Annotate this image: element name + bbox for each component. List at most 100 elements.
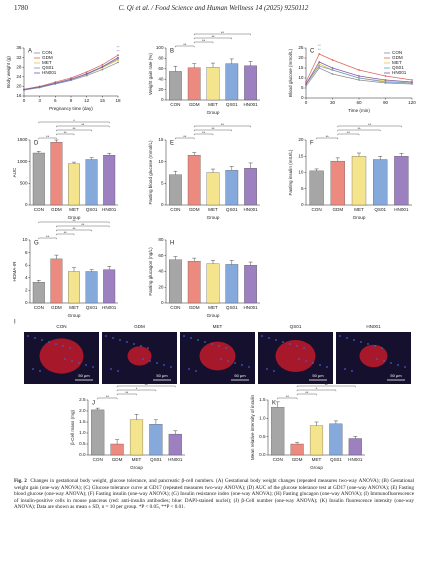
- significance-label: **: [81, 122, 85, 127]
- error-bar: [211, 260, 215, 264]
- legend-label: HN001: [42, 70, 57, 75]
- x-axis-label: Group: [68, 313, 81, 318]
- nucleus: [195, 370, 197, 372]
- nucleus: [346, 337, 348, 339]
- significance-label: **: [221, 122, 225, 127]
- nucleus: [197, 339, 199, 341]
- y-tick-label: 1000: [17, 159, 28, 164]
- nucleus: [298, 358, 300, 360]
- y-tick-label: 0: [161, 97, 164, 102]
- error-bar: [134, 414, 139, 420]
- nucleus: [367, 343, 369, 345]
- nucleus: [225, 347, 227, 349]
- nucleus: [360, 341, 362, 343]
- bar: [32, 152, 45, 206]
- bar: [50, 258, 63, 304]
- error-bar: [89, 269, 94, 272]
- significance-label: **: [145, 382, 149, 387]
- x-tick-label: CON: [34, 207, 44, 212]
- bar: [225, 170, 239, 206]
- point: [101, 63, 104, 66]
- significance-label: **: [46, 234, 50, 239]
- point: [305, 83, 307, 85]
- error-bar: [399, 153, 404, 157]
- bar: [290, 443, 304, 456]
- error-bar: [153, 419, 158, 425]
- nucleus: [326, 366, 328, 368]
- y-axis-label: Blood glucose (mmol/L): [288, 48, 293, 97]
- bar: [244, 265, 257, 304]
- error-bar: [36, 151, 41, 153]
- x-axis-label: Time (min): [348, 108, 370, 113]
- nucleus: [133, 343, 135, 345]
- y-tick-label: 1.5: [259, 397, 266, 402]
- x-tick-label: GDM: [189, 102, 200, 107]
- panel-letter: G: [34, 241, 39, 247]
- significance-bracket: [97, 397, 118, 400]
- significance-bracket: [296, 385, 356, 388]
- panel-letter: H: [170, 241, 174, 247]
- bar: [103, 155, 116, 206]
- nucleus: [376, 358, 378, 360]
- legend-label: MET: [392, 60, 402, 65]
- y-tick-label: 16: [16, 93, 22, 98]
- x-tick-label: GDM: [51, 207, 62, 212]
- x-tick-label: MET: [208, 305, 218, 310]
- islet: [199, 341, 236, 371]
- significance-bracket: [175, 45, 195, 48]
- legend-label: HN001: [392, 70, 407, 75]
- y-tick-label: 6: [25, 262, 28, 267]
- error-bar: [353, 436, 358, 439]
- y-axis-label: Fasting insulin (mIU/L): [288, 149, 293, 195]
- y-tick-label: 20: [298, 55, 304, 60]
- bar: [187, 67, 201, 101]
- scale-bar-label: 50 μm: [312, 373, 324, 378]
- nucleus: [27, 335, 29, 337]
- series-line: [23, 57, 119, 90]
- bar: [50, 142, 63, 206]
- significance-bracket: [296, 389, 337, 392]
- significance-label: **: [368, 122, 372, 127]
- y-tick-label: 40: [158, 269, 164, 274]
- bar: [85, 271, 98, 304]
- nucleus: [170, 366, 172, 368]
- nucleus: [227, 360, 229, 362]
- x-tick-label: HN001: [394, 207, 409, 212]
- y-tick-label: 1.0: [79, 430, 86, 435]
- nucleus: [218, 345, 220, 347]
- nucleus: [149, 360, 151, 362]
- significance-bracket: [337, 125, 402, 128]
- significance-bracket: [38, 221, 110, 224]
- x-tick-label: 18: [115, 98, 121, 103]
- nucleus: [211, 343, 213, 345]
- error-bar: [36, 280, 41, 283]
- y-tick-label: 0.0: [79, 452, 86, 457]
- significance-bracket: [175, 137, 195, 140]
- significance-bracket: [56, 225, 110, 228]
- y-tick-label: 10: [298, 170, 304, 175]
- error-bar: [173, 256, 178, 260]
- error-bar: [295, 441, 300, 444]
- bar: [329, 423, 343, 456]
- significance-bracket: [296, 393, 317, 396]
- bar: [169, 259, 182, 304]
- nucleus: [397, 364, 399, 366]
- y-tick-label: 28: [16, 64, 22, 69]
- significance-bracket: [116, 389, 157, 392]
- significance-label: **: [202, 130, 206, 135]
- panel-letter: D: [34, 141, 39, 147]
- significance-label: **: [116, 44, 120, 49]
- x-tick-label: MET: [69, 207, 79, 212]
- x-tick-label: QS01: [226, 102, 238, 107]
- nucleus: [119, 339, 121, 341]
- point: [117, 61, 119, 64]
- panel-letter: E: [170, 141, 174, 147]
- y-tick-label: 15: [158, 137, 164, 142]
- error-bar: [211, 168, 215, 173]
- x-tick-label: 90: [383, 100, 389, 105]
- error-bar: [173, 66, 178, 72]
- significance-label: *: [73, 118, 75, 123]
- error-bar: [248, 162, 253, 169]
- x-tick-label: HN001: [243, 305, 258, 310]
